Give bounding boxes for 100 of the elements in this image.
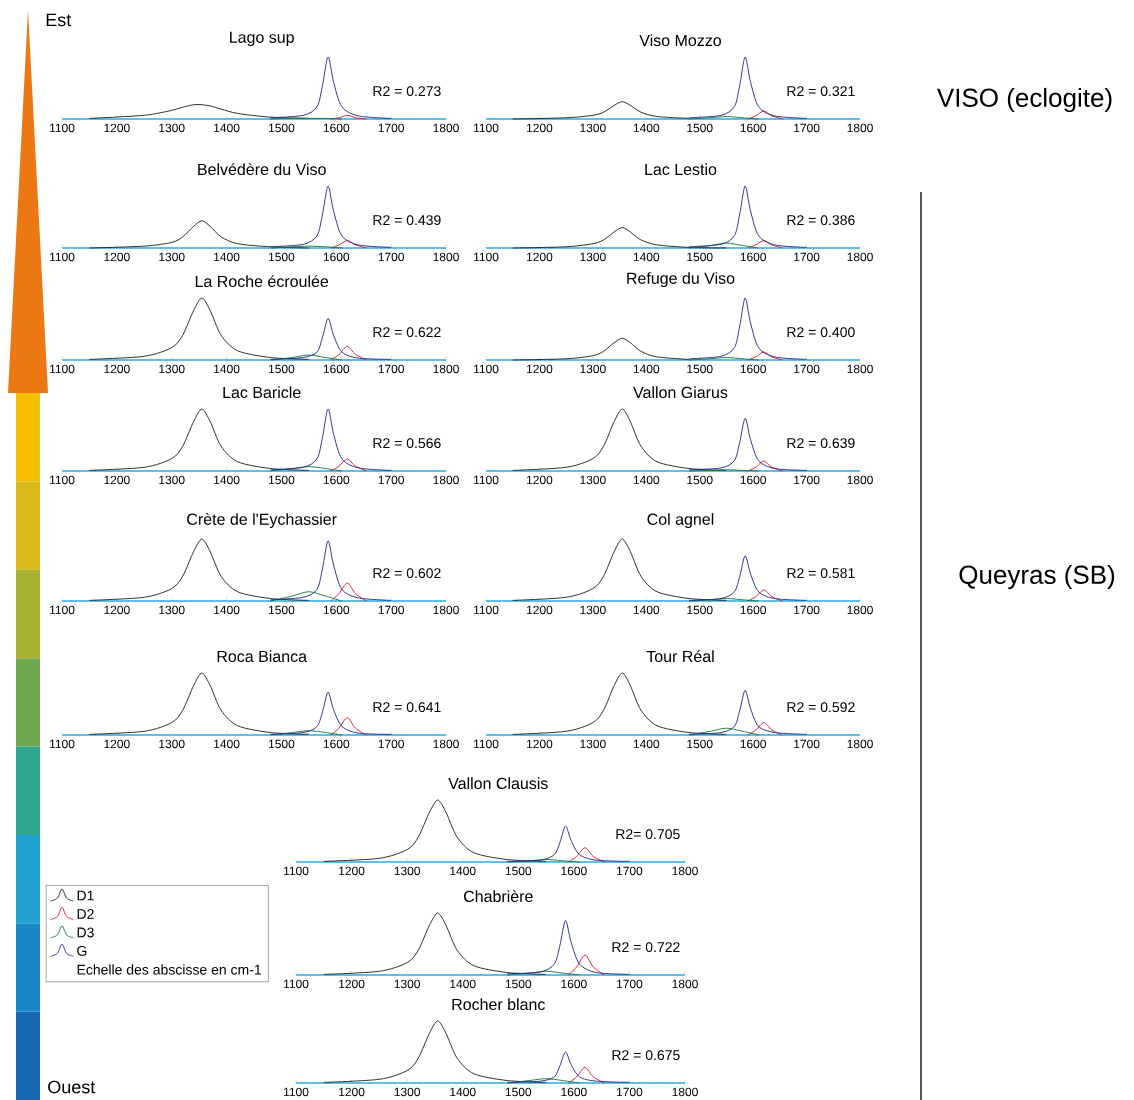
x-tick-label: 1400 [633,605,660,615]
x-tick-label: 1600 [740,739,767,749]
x-tick-label: 1100 [284,866,309,876]
x-tick-label: 1600 [323,605,350,615]
annotation: R2 = 0.641 [373,702,441,713]
x-tick-label: 1800 [847,364,873,374]
x-tick-label: 1800 [433,123,459,133]
chart-title: Lago sup [230,31,294,47]
x-tick-label: 1300 [394,1087,421,1097]
annotation: R2 = 0.592 [787,702,855,713]
legend-label: D1 [77,890,94,901]
x-tick-label: 1400 [214,475,240,485]
text: VISO (eclogite) [936,87,1112,113]
x-tick-label: 1400 [450,1087,476,1097]
x-tick-label: 1500 [687,475,713,485]
annotation: R2 = 0.386 [787,215,855,226]
x-tick-label: 1500 [687,605,713,615]
x-tick-label: 1100 [50,739,75,749]
x-tick-label: 1200 [339,979,365,989]
x-tick-label: 1700 [378,364,405,374]
x-tick-label: 1200 [104,252,130,262]
x-tick-label: 1100 [50,364,75,374]
annotation: R2 = 0.321 [787,86,855,97]
chart-title: Refuge du Viso [627,272,735,288]
x-tick-label: 1500 [687,252,713,262]
x-tick-label: 1600 [323,739,350,749]
legend-title: Echelle des abscisse en cm-1 [77,964,261,975]
x-tick-label: 1400 [633,123,660,133]
x-tick-label: 1700 [794,364,820,374]
x-tick-label: 1400 [214,364,240,374]
chart-title: Lac Baricle [223,386,301,399]
x-tick-label: 1300 [580,123,606,133]
x-tick-label: 1100 [50,252,75,262]
x-tick-label: 1800 [672,979,698,989]
x-tick-label: 1600 [740,364,767,374]
legend-label: D2 [77,909,94,919]
x-tick-label: 1800 [433,475,459,485]
x-tick-label: 1200 [527,739,553,749]
chart-title: La Roche écroulée [195,275,329,288]
x-tick-label: 1500 [269,252,295,262]
annotation: R2= 0.705 [616,829,680,840]
x-tick-label: 1700 [794,605,820,615]
x-tick-label: 1800 [847,605,873,615]
x-tick-label: 1100 [50,475,75,485]
x-tick-label: 1100 [474,252,499,262]
annotation: R2 = 0.400 [787,327,855,338]
x-tick-label: 1400 [214,605,240,615]
x-tick-label: 1500 [505,979,532,989]
x-tick-label: 1100 [474,123,499,133]
x-tick-label: 1300 [159,605,185,615]
x-tick-label: 1700 [378,605,405,615]
x-tick-label: 1200 [104,739,130,749]
annotation: R2 = 0.566 [373,438,441,449]
x-tick-label: 1800 [433,739,459,749]
x-tick-label: 1200 [527,364,553,374]
x-tick-label: 1800 [847,739,873,749]
x-tick-label: 1200 [527,123,553,133]
annotation: R2 = 0.622 [373,327,441,338]
x-tick-label: 1100 [284,1087,309,1097]
x-tick-label: 1500 [269,123,295,133]
chart-title: Vallon Clausis [448,777,548,790]
x-tick-label: 1100 [50,123,75,133]
x-tick-label: 1700 [617,866,643,876]
x-tick-label: 1600 [740,475,767,485]
x-tick-label: 1300 [580,605,606,615]
x-tick-label: 1500 [505,1087,532,1097]
x-tick-label: 1600 [323,252,350,262]
x-tick-label: 1700 [794,475,820,485]
annotation: R2 = 0.675 [612,1050,680,1061]
x-tick-label: 1700 [378,252,405,262]
x-tick-label: 1800 [672,1087,698,1097]
x-tick-label: 1600 [740,605,767,615]
x-tick-label: 1300 [159,364,185,374]
x-tick-label: 1300 [159,252,185,262]
x-tick-label: 1100 [474,475,499,485]
chart-title: Rocher blanc [452,998,545,1011]
x-tick-label: 1400 [214,123,240,133]
x-tick-label: 1100 [284,979,309,989]
x-tick-label: 1500 [687,739,713,749]
x-tick-label: 1200 [104,123,130,133]
annotation: R2 = 0.581 [787,568,855,579]
x-tick-label: 1800 [847,123,873,133]
x-tick-label: 1800 [847,252,873,262]
annotation: R2 = 0.273 [373,86,441,97]
x-tick-label: 1100 [474,364,499,374]
x-tick-label: 1700 [378,739,405,749]
x-tick-label: 1100 [50,605,75,615]
chart-title: Tour Réal [646,650,714,663]
x-tick-label: 1400 [450,979,476,989]
x-tick-label: 1700 [378,123,405,133]
chart-title: Belvédère du Viso [198,163,326,176]
chart-title: Crète de l'Eychassier [187,512,337,529]
x-tick-label: 1300 [159,123,185,133]
x-tick-label: 1800 [672,866,698,876]
x-tick-label: 1400 [633,475,660,485]
legend-label: G [77,945,87,956]
x-tick-label: 1500 [687,123,713,133]
x-tick-label: 1600 [323,364,350,374]
chart-title: Col agnel [647,513,714,529]
x-tick-label: 1200 [104,364,130,374]
